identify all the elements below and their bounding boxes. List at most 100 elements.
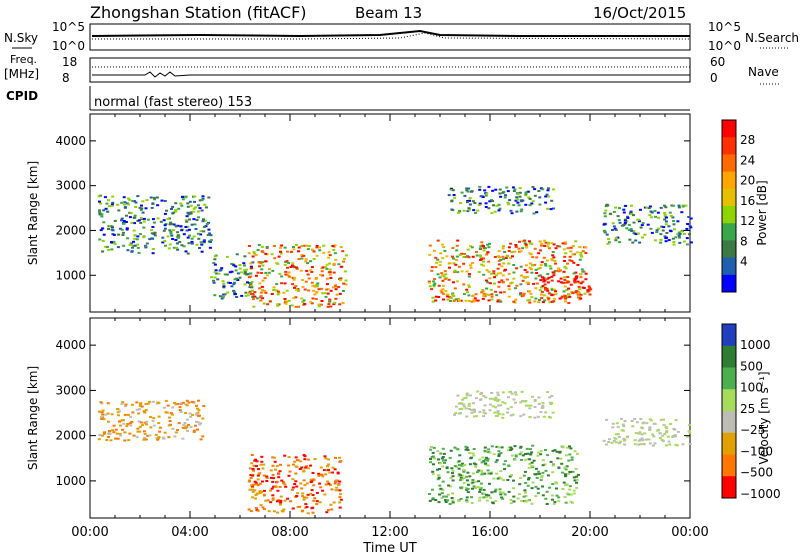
power-echo-cell: [277, 292, 281, 295]
power-echo-cell: [100, 213, 104, 216]
power-echo-cell: [490, 298, 494, 301]
velocity-echo-cell: [442, 452, 446, 455]
power-echo-cell: [482, 260, 485, 263]
velocity-echo-cell: [287, 474, 291, 477]
velocity-echo-cell: [310, 489, 314, 492]
velocity-echo-cell: [674, 419, 678, 422]
power-echo-cell: [132, 216, 136, 219]
power-echo-cell: [490, 293, 494, 296]
velocity-echo-cell: [530, 451, 534, 454]
velocity-xticks: [89, 318, 691, 518]
power-echo-cell: [205, 223, 209, 225]
power-echo-cell: [470, 262, 474, 264]
power-echo-cell: [332, 286, 335, 289]
velocity-echo-cell: [300, 466, 304, 469]
velocity-echo-cell: [158, 426, 162, 429]
velocity-echo-cell: [614, 441, 618, 444]
velocity-echo-cell: [494, 461, 498, 464]
power-echo-cell: [455, 244, 459, 247]
power-echo-cell: [249, 284, 253, 287]
power-echo-cell: [283, 246, 287, 249]
velocity-echo-cell: [168, 416, 171, 419]
velocity-echo-cell: [100, 402, 104, 405]
velocity-echo-cell: [180, 402, 184, 405]
velocity-echo-cell: [302, 479, 306, 482]
velocity-echo-cell: [507, 490, 511, 493]
velocity-echo-cell: [278, 503, 282, 506]
velocity-echo-cell: [109, 439, 113, 442]
power-echo-cell: [671, 216, 675, 219]
power-echo-cell: [669, 214, 673, 217]
power-echo-cell: [441, 279, 445, 282]
power-echo-cell: [560, 295, 564, 298]
power-echo-cell: [123, 201, 127, 204]
power-echo-cell: [209, 239, 213, 242]
power-echo-cell: [127, 203, 131, 206]
power-echo-cell: [543, 262, 547, 265]
velocity-echo-cell: [459, 487, 463, 490]
velocity-echo-cell: [248, 479, 251, 482]
velocity-echo-cell: [499, 477, 503, 480]
velocity-echo-cell: [486, 457, 490, 460]
velocity-echo-cell: [431, 488, 434, 491]
velocity-echo-cell: [186, 429, 189, 432]
power-echo-cell: [547, 195, 551, 198]
velocity-echo-cell: [526, 452, 530, 455]
power-echo-cell: [240, 271, 243, 274]
power-echo-cell: [534, 277, 538, 280]
velocity-echo-cell: [138, 403, 142, 406]
velocity-echo-cell: [666, 435, 670, 438]
power-echo-cell: [297, 250, 300, 253]
power-echo-cell: [571, 245, 575, 248]
power-echo-cell: [650, 211, 654, 214]
velocity-echo-cell: [252, 483, 256, 486]
power-echo-cell: [583, 292, 587, 295]
power-echo-cell: [250, 280, 254, 283]
velocity-echo-cell: [534, 473, 538, 476]
power-echo-cell: [534, 268, 538, 271]
power-echo-cell: [222, 285, 226, 288]
power-echo-cell: [246, 281, 249, 284]
velocity-echo-cell: [433, 457, 437, 460]
velocity-echo-cell: [645, 422, 649, 425]
power-echo-cell: [260, 245, 264, 248]
power-echo-cell: [258, 282, 262, 285]
velocity-echo-cell: [561, 488, 565, 490]
power-echo-cell: [657, 227, 661, 230]
power-echo-cell: [107, 225, 111, 228]
power-echo-cell: [132, 240, 135, 243]
velocity-echo-cell: [466, 471, 470, 474]
power-echo-cell: [505, 255, 509, 258]
velocity-echo-cell: [567, 459, 571, 462]
velocity-echo-cell: [162, 437, 166, 440]
power-echo-cell: [134, 201, 138, 204]
velocity-echo-cell: [572, 492, 576, 495]
power-echo-cell: [306, 273, 310, 276]
power-ytick-label: 4000: [55, 134, 86, 148]
power-echo-cell: [467, 207, 471, 210]
nsearch-tick-top: 10^5: [708, 20, 741, 34]
velocity-echo-cell: [330, 508, 334, 511]
velocity-echo-cell: [496, 410, 500, 413]
velocity-echo-cell: [608, 438, 611, 441]
velocity-echo-cell: [605, 443, 608, 446]
velocity-echo-cell: [146, 402, 150, 405]
velocity-echo-cell: [487, 494, 491, 497]
power-echo-cell: [186, 202, 190, 205]
power-echo-cell: [577, 281, 581, 284]
power-echo-cell: [279, 250, 282, 253]
velocity-echo-cell: [251, 490, 255, 493]
nsky-label: N.Sky: [4, 31, 38, 45]
power-echo-cell: [491, 189, 495, 192]
power-echo-cell: [311, 248, 315, 251]
velocity-echo-cell: [602, 439, 606, 442]
power-echo-cell: [686, 223, 690, 225]
power-echo-cell: [192, 235, 196, 238]
power-echo-cell: [460, 191, 464, 194]
power-echo-cell: [654, 215, 657, 218]
velocity-echo-cell: [431, 498, 435, 501]
power-echo-cell: [613, 227, 617, 230]
velocity-echo-cell: [195, 414, 199, 416]
power-echo-cell: [259, 291, 263, 294]
